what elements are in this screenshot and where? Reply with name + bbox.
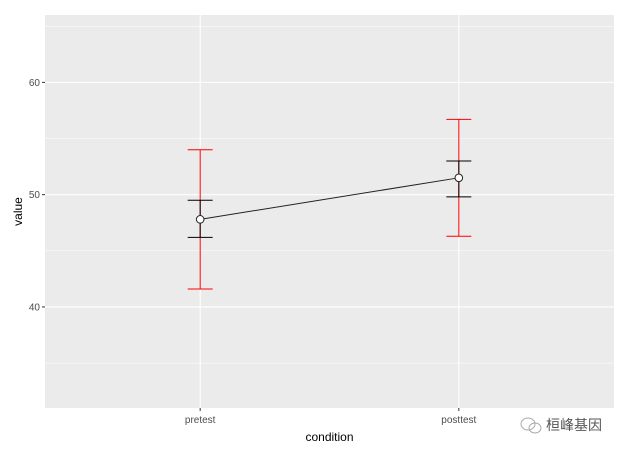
mean-point	[195, 215, 205, 224]
mean-point	[454, 173, 464, 183]
x-tick-label: pretest	[185, 415, 216, 426]
y-tick-label: 60	[29, 78, 41, 89]
marks	[187, 118, 472, 290]
x-axis: pretest posttest	[185, 408, 477, 426]
grid-minor	[45, 25, 614, 364]
y-tick-label: 40	[29, 302, 41, 313]
y-axis: 40 50 60	[29, 78, 45, 313]
y-axis-title: value	[11, 197, 25, 226]
x-tick-label: posttest	[441, 415, 476, 426]
watermark-text: 桓峰基因	[546, 417, 602, 434]
x-axis-title: condition	[305, 430, 353, 444]
watermark: 桓峰基因	[520, 417, 602, 434]
plot-panel	[45, 15, 614, 408]
mean-line	[200, 177, 459, 220]
wechat-icon	[520, 417, 542, 434]
y-tick-label: 50	[29, 190, 41, 201]
